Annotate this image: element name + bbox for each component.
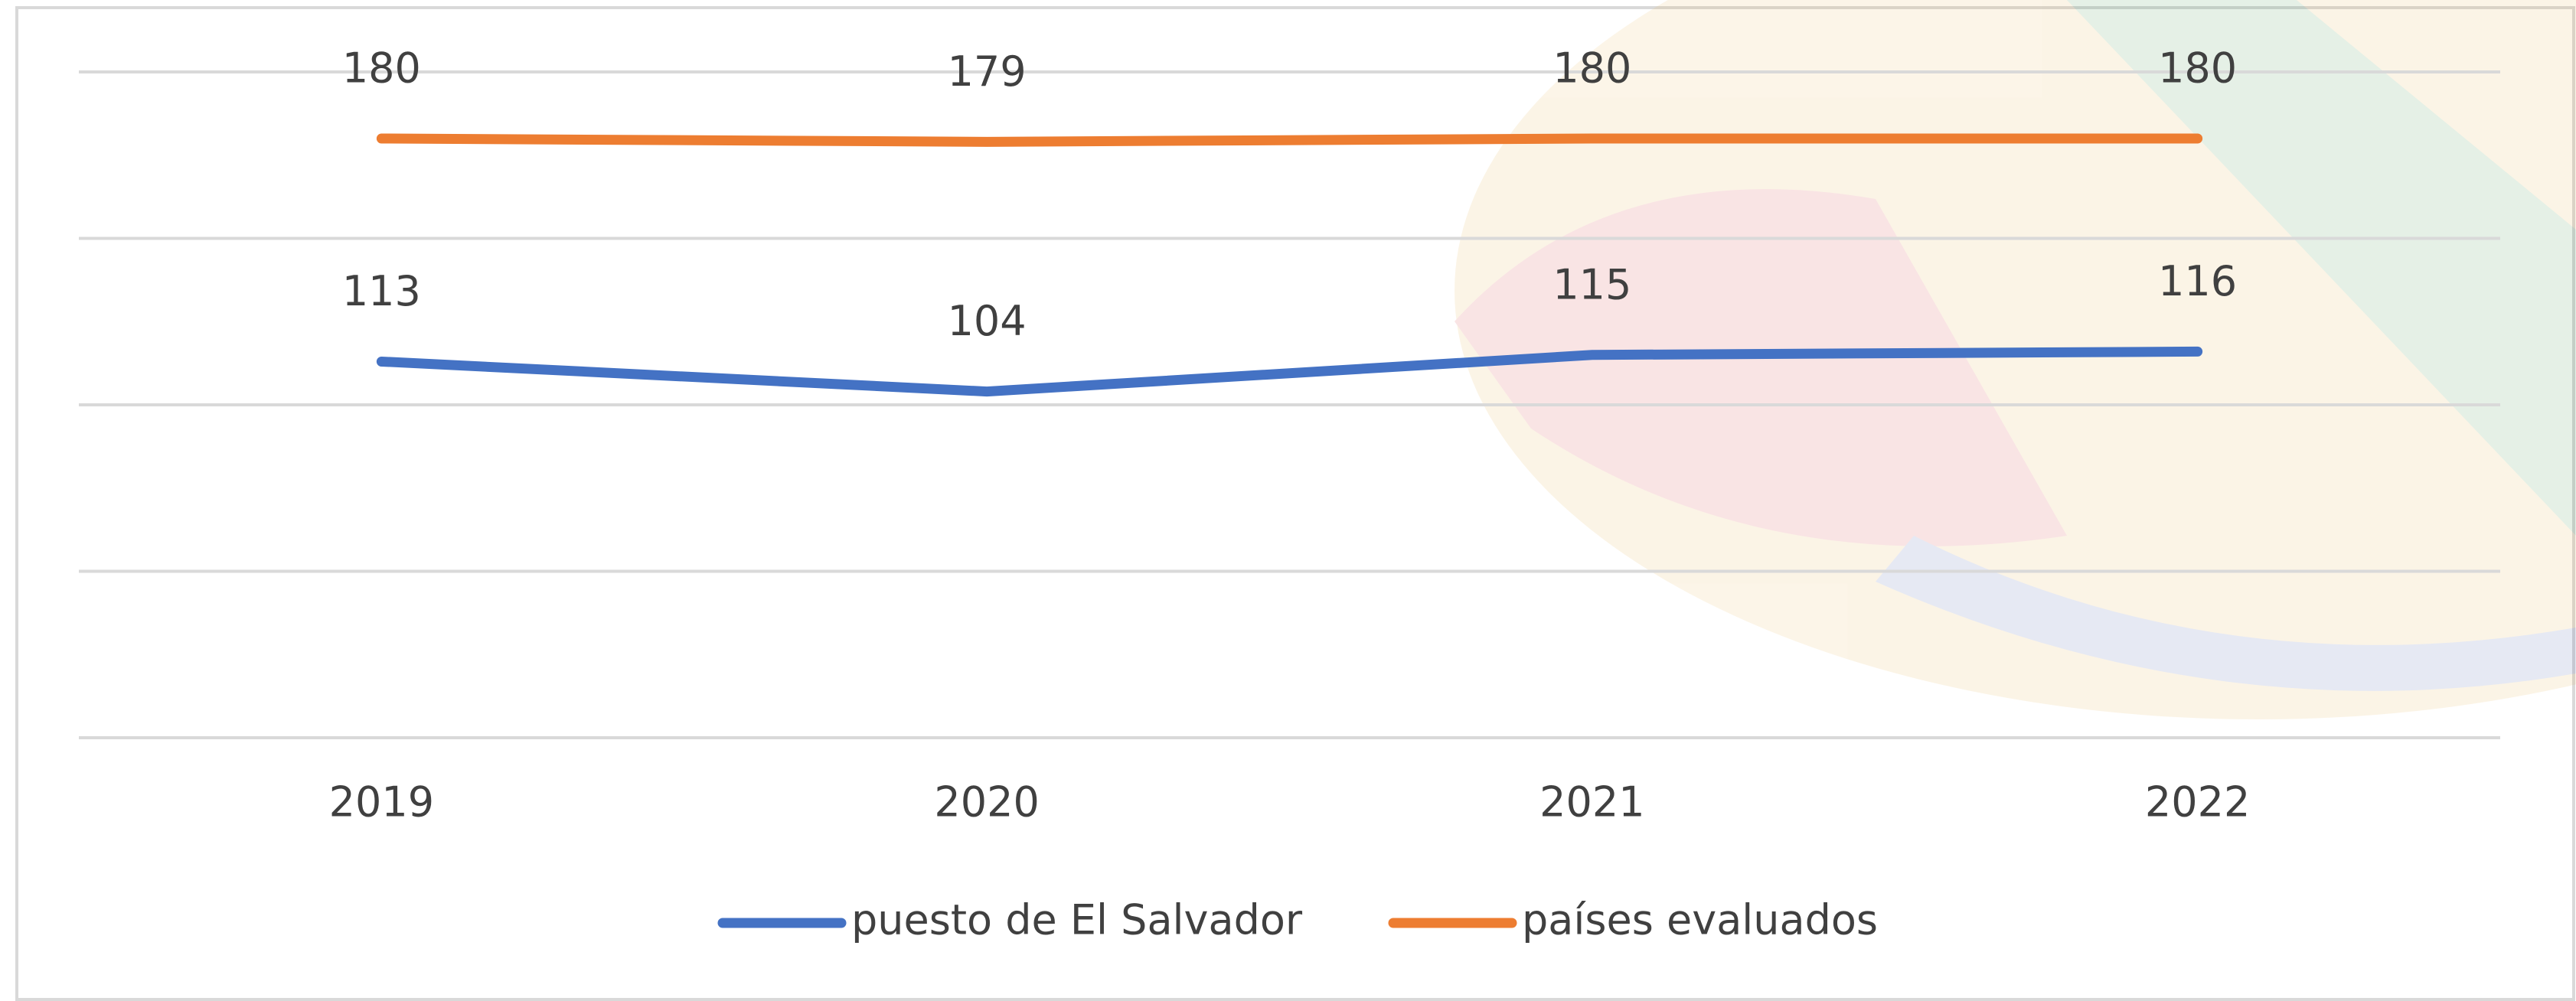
data-label: 180 [1552,44,1631,93]
data-label: 116 [2158,257,2237,305]
data-label: 115 [1552,260,1631,308]
x-tick-label: 2019 [329,778,434,827]
legend-label: puesto de El Salvador [851,896,1303,944]
plot: 2019 2020 2021 2022 113 104 115 116 180 179 180 180… [79,44,2500,944]
x-tick-label: 2021 [1539,778,1644,827]
series-line [376,133,2203,147]
data-label: 180 [342,44,421,93]
x-tick-label: 2020 [934,778,1039,827]
data-label: 113 [342,267,421,315]
chart-frame [15,6,2575,1001]
data-label: 180 [2158,44,2237,93]
watermark-shape [1876,536,2576,691]
x-tick-label: 2022 [2145,778,2250,827]
watermark-shape [1455,189,2067,546]
legend-label: países evaluados [1522,896,1878,944]
watermark-shape [1455,0,2576,719]
data-label: 104 [948,297,1027,345]
data-label: 179 [948,47,1027,96]
series-line [376,346,2203,397]
